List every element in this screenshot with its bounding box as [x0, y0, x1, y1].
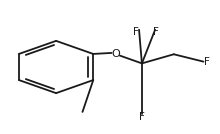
Text: F: F	[204, 57, 210, 67]
Text: F: F	[153, 27, 159, 37]
Text: F: F	[139, 112, 145, 122]
Text: O: O	[111, 49, 120, 59]
Text: F: F	[134, 27, 139, 37]
